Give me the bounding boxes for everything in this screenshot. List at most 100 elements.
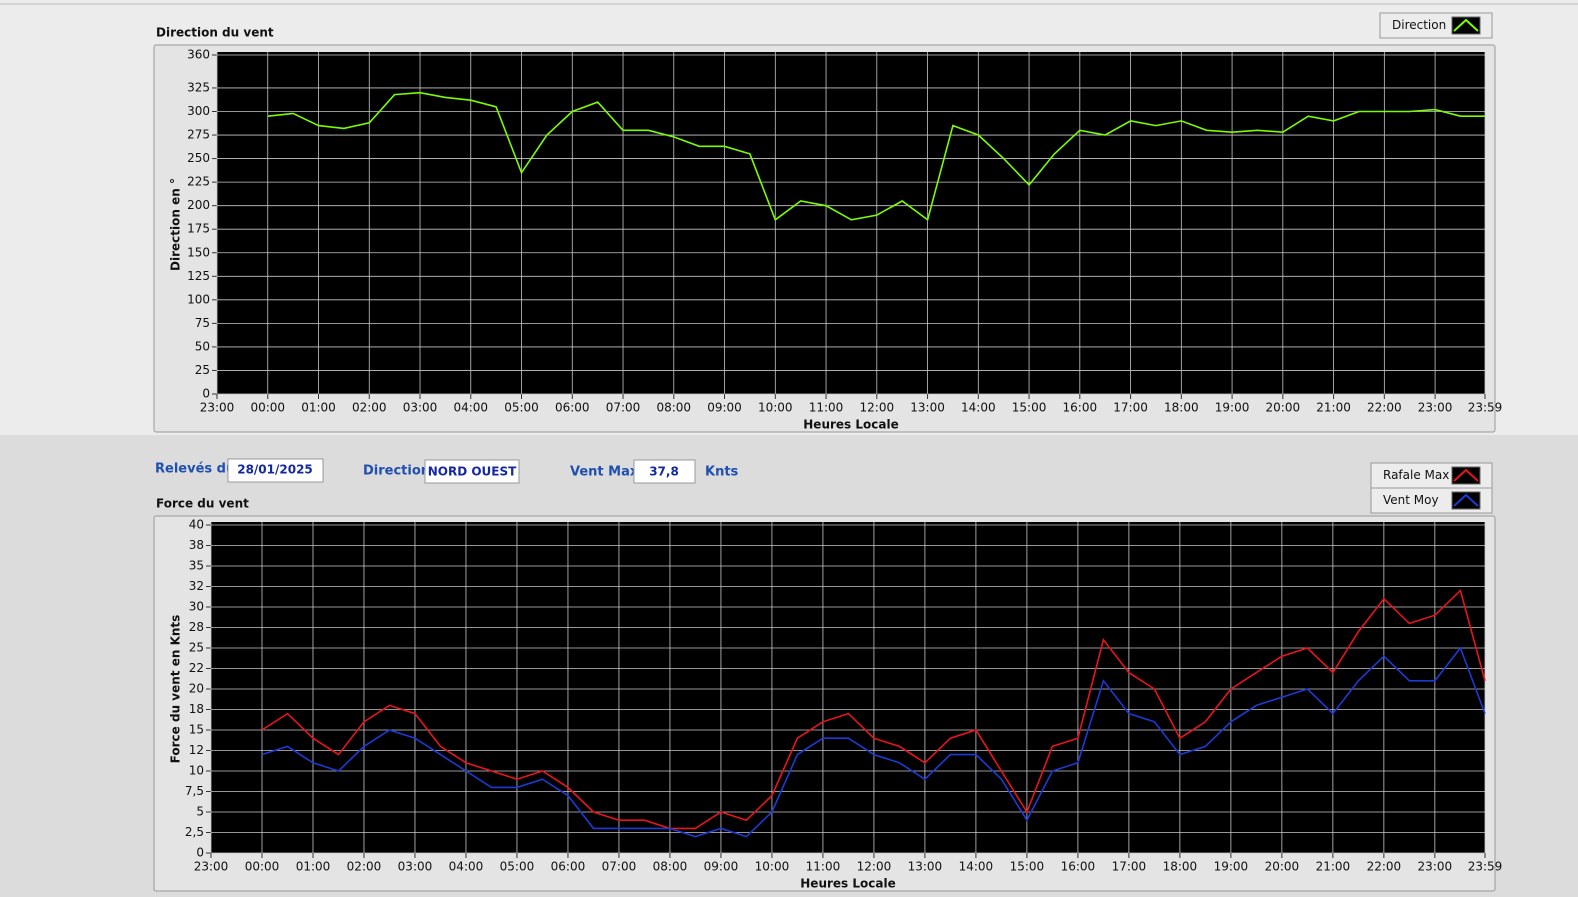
unit-label: Knts <box>705 465 739 480</box>
legend-swatch-bg <box>1451 16 1481 35</box>
legend-label: Vent Moy <box>1383 493 1439 507</box>
vent-max-box <box>633 459 696 484</box>
y-tick-label: 360 <box>187 48 210 62</box>
series-line <box>261 646 1486 838</box>
y-tick-label: 38 <box>189 538 204 552</box>
legend-swatch <box>1453 468 1479 482</box>
x-tick-label: 09:00 <box>707 401 742 415</box>
x-tick-label: 06:00 <box>555 401 590 415</box>
y-tick-label: 275 <box>187 128 210 142</box>
direction-box <box>424 459 520 484</box>
legend-swatch-bg <box>1451 466 1481 485</box>
y-tick-label: 30 <box>189 600 204 614</box>
legend-swatch-bg <box>1451 491 1481 510</box>
x-tick-label: 14:00 <box>959 860 994 874</box>
date-value: 28/01/2025 <box>237 463 313 477</box>
y-tick-label: 7,5 <box>185 784 204 798</box>
y-tick-label: 10 <box>189 764 204 778</box>
x-tick-label: 21:00 <box>1316 401 1351 415</box>
x-tick-label: 05:00 <box>500 860 535 874</box>
x-tick-label: 02:00 <box>352 401 387 415</box>
legend-swatch <box>1453 493 1479 507</box>
x-tick-label: 18:00 <box>1164 401 1199 415</box>
x-tick-label: 15:00 <box>1010 860 1045 874</box>
y-tick-label: 22 <box>189 661 204 675</box>
y-tick-label: 0 <box>196 846 204 860</box>
x-tick-label: 10:00 <box>758 401 793 415</box>
y-tick-label: 20 <box>189 682 204 696</box>
x-tick-label: 16:00 <box>1061 860 1096 874</box>
x-tick-label: 19:00 <box>1215 401 1250 415</box>
x-tick-label: 07:00 <box>606 401 641 415</box>
y-tick-label: 32 <box>189 579 204 593</box>
y-axis-label: Direction en ° <box>169 178 183 271</box>
x-tick-label: 08:00 <box>656 401 691 415</box>
direction-value: NORD OUEST <box>428 465 517 479</box>
plot-area <box>217 52 1485 394</box>
x-tick-label: 12:00 <box>857 860 892 874</box>
x-tick-label: 02:00 <box>347 860 382 874</box>
x-tick-label: 11:00 <box>806 860 841 874</box>
x-tick-label: 13:00 <box>908 860 943 874</box>
chart-title: Direction du vent <box>156 26 274 40</box>
date-box <box>227 458 324 483</box>
y-tick-label: 2,5 <box>185 825 204 839</box>
x-tick-label: 23:00 <box>1418 401 1453 415</box>
y-tick-label: 15 <box>189 723 204 737</box>
x-tick-label: 01:00 <box>296 860 331 874</box>
legend-swatch <box>1453 18 1479 32</box>
x-tick-label: 23:59 <box>1468 860 1503 874</box>
y-axis-label: Force du vent en Knts <box>169 615 183 764</box>
x-tick-label: 21:00 <box>1316 860 1351 874</box>
series-line <box>267 91 1485 222</box>
y-tick-label: 5 <box>196 805 204 819</box>
x-tick-label: 10:00 <box>755 860 790 874</box>
y-tick-label: 225 <box>187 175 210 189</box>
x-tick-label: 00:00 <box>250 401 285 415</box>
series-line <box>261 589 1486 830</box>
x-tick-label: 00:00 <box>245 860 280 874</box>
x-tick-label: 23:00 <box>1418 860 1453 874</box>
y-tick-label: 12 <box>189 743 204 757</box>
x-axis-label: Heures Locale <box>803 418 898 432</box>
x-tick-label: 23:00 <box>200 401 235 415</box>
x-tick-label: 17:00 <box>1113 401 1148 415</box>
y-tick-label: 18 <box>189 702 204 716</box>
x-tick-label: 11:00 <box>809 401 844 415</box>
y-tick-label: 300 <box>187 104 210 118</box>
y-tick-label: 100 <box>187 292 210 306</box>
date-label: Relevés du <box>155 462 235 477</box>
x-tick-label: 09:00 <box>704 860 739 874</box>
y-tick-label: 150 <box>187 245 210 259</box>
y-tick-label: 325 <box>187 80 210 94</box>
x-tick-label: 14:00 <box>961 401 996 415</box>
y-tick-label: 40 <box>189 518 204 532</box>
direction-label: Direction <box>363 464 430 479</box>
vent-max-value: 37,8 <box>649 465 679 479</box>
legend-label: Direction <box>1392 18 1446 32</box>
x-tick-label: 04:00 <box>453 401 488 415</box>
legend-label: Rafale Max <box>1383 468 1449 482</box>
x-tick-label: 12:00 <box>860 401 895 415</box>
x-tick-label: 04:00 <box>449 860 484 874</box>
y-tick-label: 0 <box>202 387 210 401</box>
x-tick-label: 01:00 <box>301 401 336 415</box>
y-tick-label: 25 <box>189 641 204 655</box>
x-tick-label: 18:00 <box>1163 860 1198 874</box>
y-tick-label: 200 <box>187 198 210 212</box>
x-tick-label: 03:00 <box>403 401 438 415</box>
x-tick-label: 23:00 <box>194 860 229 874</box>
y-tick-label: 175 <box>187 222 210 236</box>
x-tick-label: 20:00 <box>1266 401 1301 415</box>
x-tick-label: 22:00 <box>1367 860 1402 874</box>
x-tick-label: 08:00 <box>653 860 688 874</box>
y-tick-label: 75 <box>195 316 210 330</box>
x-tick-label: 13:00 <box>910 401 945 415</box>
plot-area <box>211 522 1485 853</box>
x-tick-label: 17:00 <box>1112 860 1147 874</box>
x-tick-label: 03:00 <box>398 860 433 874</box>
x-tick-label: 05:00 <box>504 401 539 415</box>
x-tick-label: 20:00 <box>1265 860 1300 874</box>
x-tick-label: 16:00 <box>1063 401 1098 415</box>
